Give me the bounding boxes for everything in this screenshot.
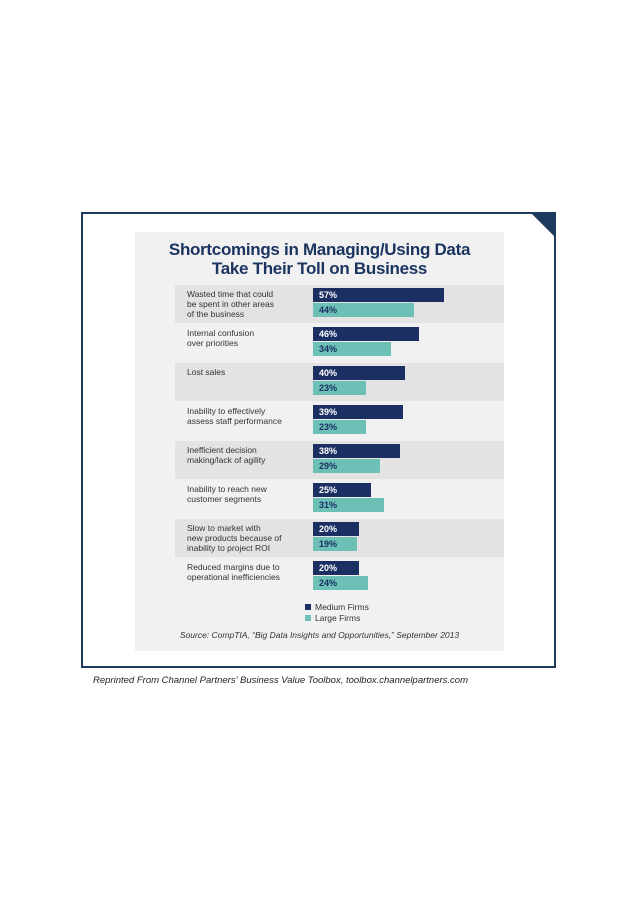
- legend-item: Medium Firms: [305, 602, 369, 612]
- bar-medium-firms: [313, 483, 371, 497]
- bar-value-label: 40%: [319, 368, 338, 378]
- bar-value-label: 31%: [319, 500, 338, 510]
- chart-title: Shortcomings in Managing/Using Data Take…: [168, 240, 471, 278]
- chart-panel: Shortcomings in Managing/Using Data Take…: [135, 232, 504, 651]
- bar-medium-firms: [313, 327, 419, 341]
- legend-label: Large Firms: [315, 613, 361, 623]
- bar-medium-firms: [313, 405, 403, 419]
- bar-value-label: 23%: [319, 422, 338, 432]
- bar-value-label: 23%: [319, 383, 338, 393]
- bar-medium-firms: [313, 366, 405, 380]
- bar-large-firms: [313, 420, 366, 434]
- bar-large-firms: [313, 381, 366, 395]
- bar-value-label: 24%: [319, 578, 338, 588]
- bar-value-label: 39%: [319, 407, 338, 417]
- bar-value-label: 57%: [319, 290, 338, 300]
- category-label: Wasted time that could be spent in other…: [187, 289, 274, 319]
- bar-large-firms: [313, 576, 369, 590]
- bar-large-firms: [313, 537, 357, 551]
- bar-value-label: 25%: [319, 485, 338, 495]
- bar-medium-firms: [313, 561, 359, 575]
- category-label: Internal confusion over priorities: [187, 328, 255, 348]
- bar-value-label: 20%: [319, 524, 338, 534]
- category-label: Inefficient decision making/lack of agil…: [187, 445, 266, 465]
- legend-swatch: [305, 615, 311, 621]
- bar-value-label: 44%: [319, 305, 338, 315]
- bar-large-firms: [313, 303, 415, 317]
- bar-value-label: 20%: [319, 563, 338, 573]
- bar-value-label: 34%: [319, 344, 338, 354]
- bar-large-firms: [313, 459, 380, 473]
- category-label: Inability to effectively assess staff pe…: [187, 406, 282, 426]
- legend-swatch: [305, 604, 311, 610]
- bar-large-firms: [313, 342, 392, 356]
- category-label: Inability to reach new customer segments: [187, 484, 267, 504]
- bar-value-label: 29%: [319, 461, 338, 471]
- legend-item: Large Firms: [305, 613, 361, 623]
- legend-label: Medium Firms: [315, 602, 369, 612]
- category-label: Slow to market with new products because…: [187, 523, 282, 553]
- category-label: Lost sales: [187, 367, 226, 377]
- bar-medium-firms: [313, 288, 445, 302]
- bar-value-label: 38%: [319, 446, 338, 456]
- chart-source: Source: CompTIA, “Big Data Insights and …: [179, 630, 460, 640]
- corner-triangle: [532, 214, 554, 236]
- bar-large-firms: [313, 498, 385, 512]
- bar-value-label: 46%: [319, 329, 338, 339]
- reprint-note: Reprinted From Channel Partners' Busines…: [93, 675, 468, 686]
- category-label: Reduced margins due to operational ineff…: [187, 562, 280, 582]
- bar-medium-firms: [313, 444, 401, 458]
- bar-value-label: 19%: [319, 539, 338, 549]
- bar-medium-firms: [313, 522, 359, 536]
